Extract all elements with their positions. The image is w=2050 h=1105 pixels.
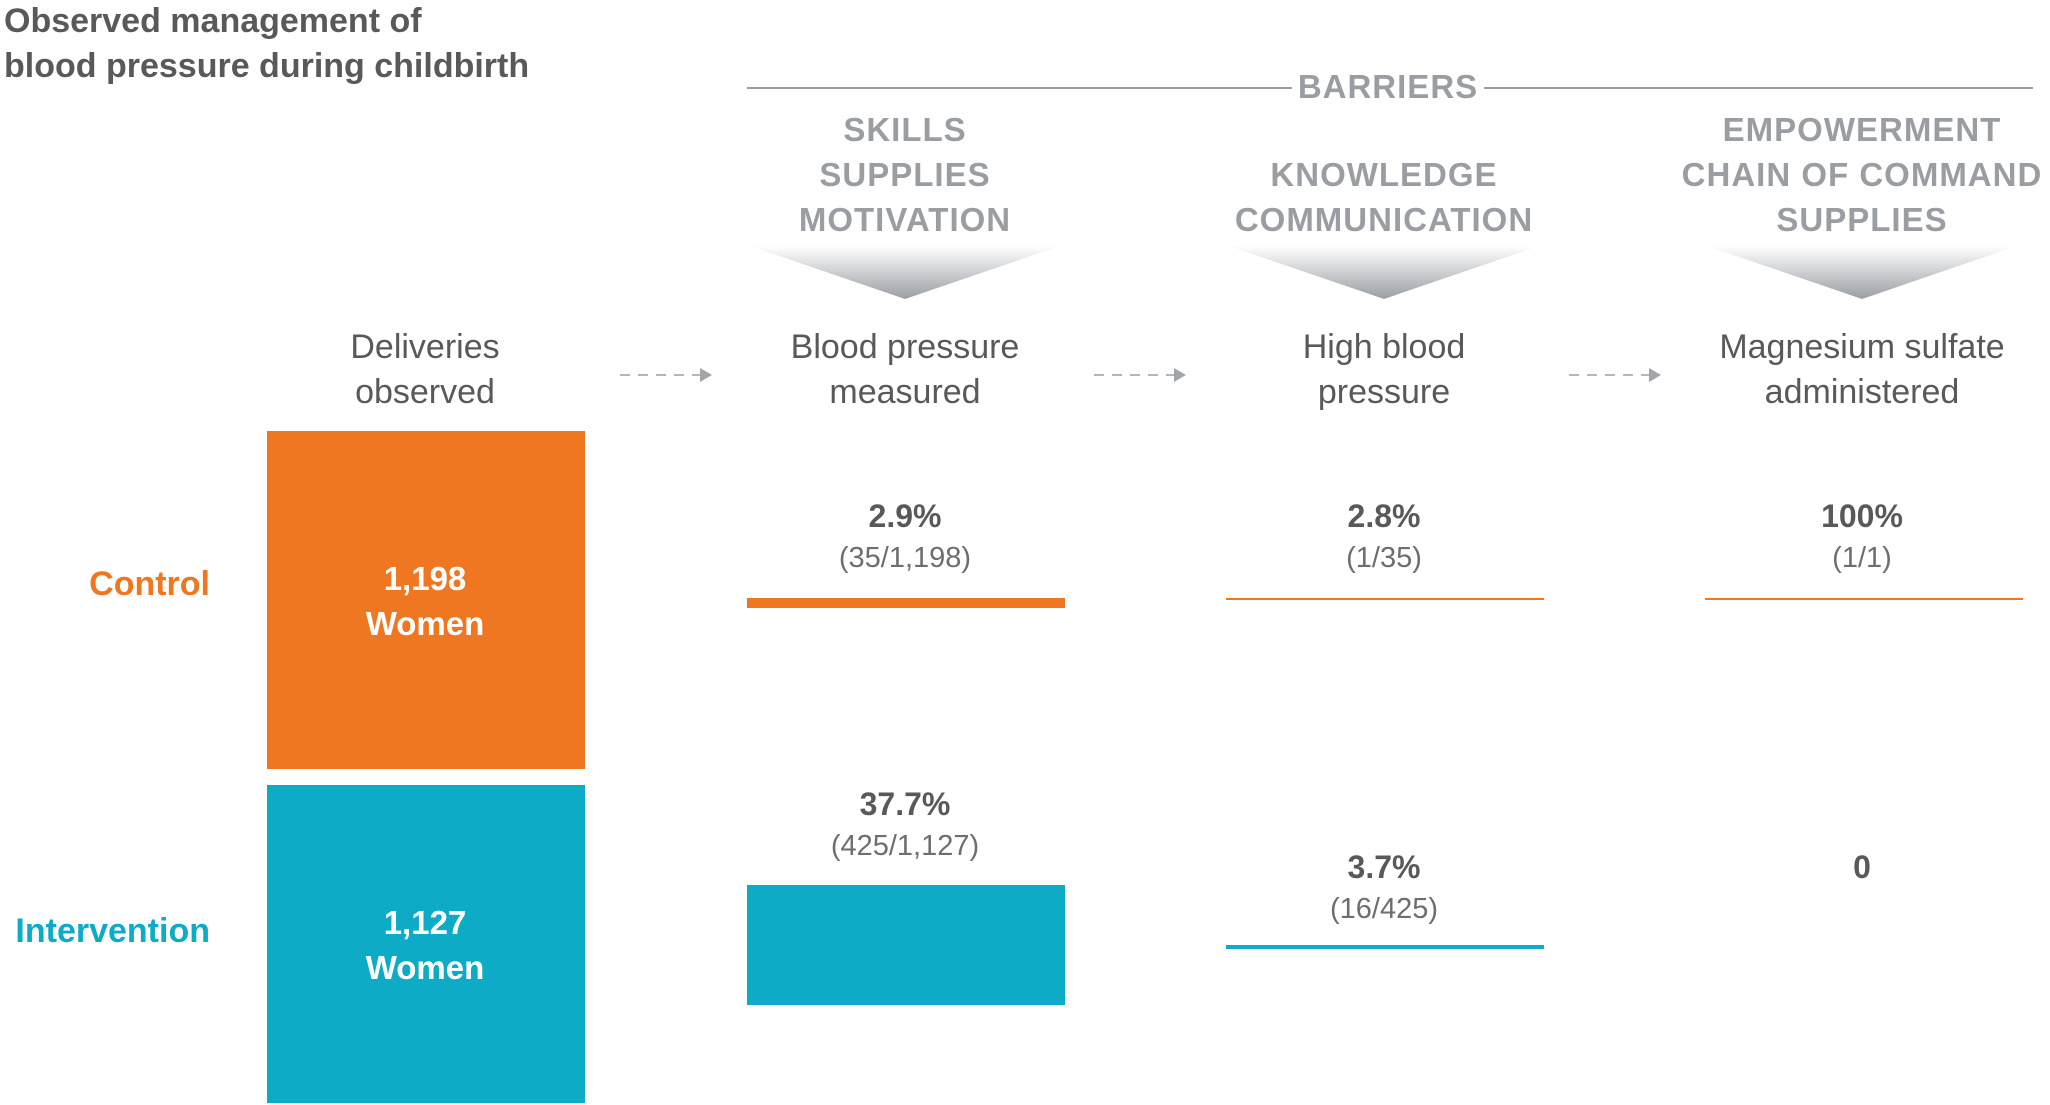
barriers-header: BARRIERS	[1298, 68, 1478, 105]
barrier-label: EMPOWERMENT	[1723, 111, 2002, 148]
stage-label: administered	[1765, 373, 1960, 411]
stage-label: Deliveries	[350, 328, 499, 366]
flow-arrow-head	[1174, 368, 1186, 382]
control-fraction: (1/1)	[1832, 542, 1892, 574]
intervention-fraction: (16/425)	[1330, 893, 1438, 925]
control-percent: 100%	[1821, 498, 1903, 534]
barrier-label: MOTIVATION	[799, 201, 1011, 238]
intervention-deliveries-unit: Women	[366, 949, 485, 986]
barrier-label: KNOWLEDGE	[1270, 156, 1497, 193]
control-fraction: (35/1,198)	[839, 542, 971, 574]
control-deliveries-count: 1,198	[384, 560, 467, 597]
intervention-result-bar	[747, 885, 1065, 1005]
barrier-label: COMMUNICATION	[1235, 201, 1533, 238]
control-result-bar	[1705, 598, 2023, 600]
stage-label: observed	[355, 373, 495, 411]
control-deliveries-unit: Women	[366, 605, 485, 642]
stage-label: pressure	[1318, 373, 1450, 411]
barrier-chevron	[1707, 246, 2017, 299]
flow-arrow-head	[700, 368, 712, 382]
intervention-label: Intervention	[15, 912, 210, 950]
control-percent: 2.9%	[869, 498, 942, 534]
control-label: Control	[89, 565, 210, 603]
chart-title: Observed management of	[4, 2, 422, 40]
control-result-bar	[747, 598, 1065, 608]
stage-label: High blood	[1303, 328, 1466, 366]
intervention-percent: 3.7%	[1348, 849, 1421, 885]
control-percent: 2.8%	[1348, 498, 1421, 534]
barrier-chevron	[1229, 246, 1539, 299]
barrier-label: SUPPLIES	[1776, 201, 1947, 238]
barrier-label: SUPPLIES	[819, 156, 990, 193]
intervention-deliveries-count: 1,127	[384, 904, 467, 941]
intervention-fraction: (425/1,127)	[831, 830, 979, 862]
stage-label: Blood pressure	[791, 328, 1020, 366]
intervention-percent: 0	[1853, 849, 1871, 885]
control-deliveries-box	[267, 431, 585, 769]
control-fraction: (1/35)	[1346, 542, 1422, 574]
flow-arrow-head	[1649, 368, 1661, 382]
barrier-chevron	[750, 246, 1060, 299]
stage-label: measured	[829, 373, 980, 411]
barrier-label: CHAIN OF COMMAND	[1682, 156, 2043, 193]
stage-label: Magnesium sulfate	[1719, 328, 2004, 366]
barrier-label: SKILLS	[843, 111, 966, 148]
chart-title: blood pressure during childbirth	[4, 47, 529, 85]
control-result-bar	[1226, 598, 1544, 600]
intervention-deliveries-box	[267, 785, 585, 1103]
intervention-percent: 37.7%	[860, 786, 951, 822]
intervention-result-bar	[1226, 945, 1544, 949]
